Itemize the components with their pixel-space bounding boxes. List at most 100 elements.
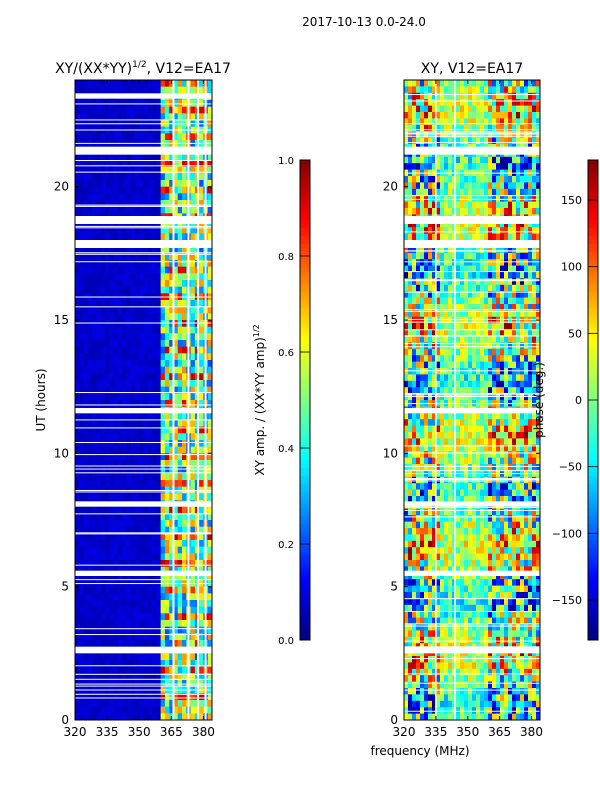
amp-heatmap-cell <box>143 460 149 468</box>
amp-heatmap-cell <box>122 373 127 381</box>
amp-heatmap-cell <box>207 166 213 174</box>
phase-heatmap-cell <box>424 195 429 202</box>
amp-colorbar-step <box>300 484 310 489</box>
amp-heatmap-cell <box>75 520 80 528</box>
amp-heatmap-cell <box>92 673 97 681</box>
amp-heatmap-cell <box>75 713 80 721</box>
phase-heatmap-cell <box>500 368 505 375</box>
amp-heatmap-cell <box>100 440 106 448</box>
amp-heatmap-cell <box>87 533 93 541</box>
amp-heatmap-cell <box>173 593 179 601</box>
amp-heatmap-cell <box>122 680 127 688</box>
phase-heatmap-cell <box>512 291 517 298</box>
amp-heatmap-cell <box>100 226 106 234</box>
phase-heatmap-cell <box>436 348 441 356</box>
amp-heatmap-cell <box>96 80 102 88</box>
amp-heatmap-cell <box>130 300 136 308</box>
amp-heatmap-cell <box>139 506 144 514</box>
amp-heatmap-cell <box>113 360 119 368</box>
amp-y-axis-label: UT (hours) <box>34 368 48 431</box>
phase-heatmap-cell <box>420 182 425 190</box>
amp-heatmap-cell <box>164 540 170 548</box>
amp-heatmap-cell <box>130 513 136 521</box>
amp-heatmap-cell <box>87 80 93 88</box>
amp-heatmap-cell <box>117 440 123 448</box>
phase-heatmap-cell <box>484 246 489 254</box>
amp-heatmap-cell <box>143 620 149 628</box>
amp-heatmap-cell <box>173 186 179 194</box>
amp-heatmap-cell <box>160 613 166 621</box>
amp-heatmap-cell <box>173 613 179 621</box>
phase-heatmap-cell <box>468 99 473 106</box>
amp-heatmap-cell <box>117 566 123 574</box>
amp-heatmap-cell <box>130 653 136 661</box>
amp-heatmap-cell <box>100 380 106 388</box>
phase-heatmap-cell <box>488 118 493 126</box>
amp-heatmap-cell <box>96 306 102 314</box>
amp-heatmap-cell <box>130 186 136 194</box>
amp-heatmap-cell <box>104 513 110 521</box>
amp-heatmap-cell <box>100 526 106 534</box>
phase-heatmap-cell <box>536 259 541 266</box>
amp-heatmap-cell <box>164 560 170 568</box>
amp-heatmap-cell <box>134 420 140 428</box>
amp-heatmap-cell <box>177 673 183 681</box>
phase-heatmap-cell <box>532 220 537 228</box>
phase-heatmap-cell <box>500 380 505 388</box>
amp-heatmap-cell <box>104 453 110 461</box>
phase-heatmap-cell <box>472 297 477 305</box>
amp-heatmap-cell <box>173 373 179 381</box>
amp-heatmap-cell <box>96 160 102 168</box>
amp-heatmap-cell <box>117 513 123 521</box>
amp-heatmap-cell <box>152 340 157 348</box>
phase-heatmap-cell <box>484 233 489 241</box>
amp-heatmap-cell <box>117 633 123 641</box>
phase-heatmap-cell <box>516 233 521 241</box>
phase-heatmap-cell <box>496 380 501 388</box>
phase-heatmap-cell <box>460 92 465 100</box>
phase-heatmap-cell <box>456 176 461 183</box>
phase-heatmap-cell <box>504 182 509 190</box>
amp-heatmap-cell <box>134 400 140 408</box>
phase-heatmap-cell <box>468 336 473 343</box>
amp-heatmap-cell <box>79 600 84 608</box>
phase-heatmap-cell <box>472 99 477 106</box>
amp-heatmap-cell <box>152 186 157 194</box>
amp-heatmap-cell <box>134 233 140 241</box>
phase-heatmap-cell <box>432 291 437 298</box>
amp-heatmap-cell <box>117 540 123 548</box>
phase-heatmap-cell <box>452 323 457 330</box>
phase-heatmap-cell <box>456 297 461 305</box>
amp-heatmap-cell <box>134 113 140 121</box>
amp-heatmap-cell <box>100 206 106 214</box>
phase-heatmap-cell <box>420 380 425 388</box>
amp-heatmap-cell <box>122 713 127 721</box>
amp-heatmap-cell <box>117 446 123 454</box>
amp-heatmap-cell <box>147 546 153 554</box>
phase-heatmap-cell <box>412 259 417 266</box>
phase-heatmap-cell <box>504 368 509 375</box>
amp-heatmap-cell <box>79 253 84 261</box>
amp-heatmap-cell <box>92 480 97 488</box>
amp-heatmap-cell <box>100 306 106 314</box>
amp-heatmap-cell <box>75 373 80 381</box>
amp-heatmap-cell <box>96 440 102 448</box>
phase-heatmap-cell <box>472 387 477 394</box>
phase-heatmap-cell <box>416 259 421 266</box>
phase-heatmap-cell <box>500 246 505 254</box>
amp-heatmap-cell <box>104 206 110 214</box>
amp-heatmap-cell <box>122 420 127 428</box>
amp-heatmap-cell <box>190 706 196 714</box>
phase-heatmap-cell <box>472 131 477 138</box>
amp-heatmap-cell <box>75 540 80 548</box>
amp-heatmap-cell <box>92 306 97 314</box>
phase-heatmap-cell <box>464 252 469 260</box>
phase-heatmap-cell <box>408 182 413 190</box>
phase-heatmap-cell <box>432 297 437 305</box>
phase-heatmap-cell <box>456 368 461 375</box>
amp-heatmap-cell <box>160 340 166 348</box>
amp-heatmap-cell <box>83 166 89 174</box>
amp-heatmap-cell <box>207 540 213 548</box>
amp-heatmap-cell <box>75 446 80 454</box>
amp-heatmap-cell <box>139 280 144 288</box>
